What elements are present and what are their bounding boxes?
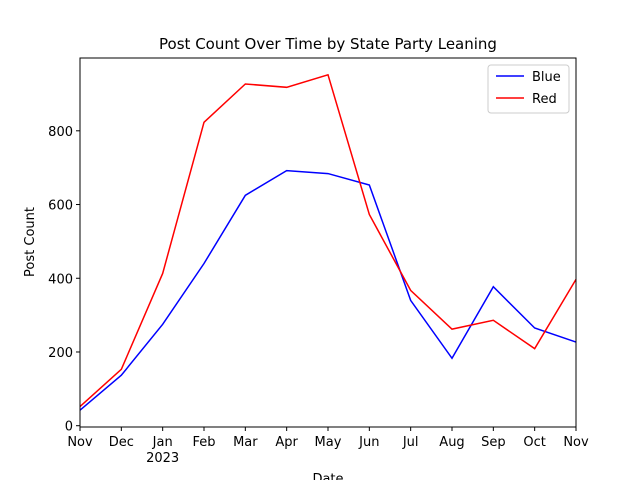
x-tick-label: Sep — [481, 435, 506, 450]
legend-label: Blue — [532, 70, 561, 85]
x-tick-label: Dec — [109, 435, 134, 450]
x-axis-label: Date — [312, 472, 343, 480]
x-tick-label: Mar — [233, 435, 258, 450]
y-tick-label: 600 — [48, 199, 73, 214]
x-tick-label: Nov — [563, 435, 589, 450]
data-line — [79, 73, 577, 408]
y-axis-label: Post Count — [23, 207, 38, 277]
x-tick-label: Jul — [402, 435, 419, 450]
x-tick-label: Oct — [523, 435, 545, 450]
chart-title: Post Count Over Time by State Party Lean… — [159, 35, 497, 53]
plot-frame — [79, 57, 577, 428]
data-line — [79, 169, 577, 411]
y-tick-label: 800 — [48, 125, 73, 140]
x-tick-label: Aug — [439, 435, 464, 450]
x-tick-label: Apr — [275, 435, 298, 450]
legend-label: Red — [532, 92, 557, 107]
y-tick-label: 400 — [48, 272, 73, 287]
y-tick-label: 0 — [65, 420, 73, 435]
x-tick-label: Feb — [192, 435, 215, 450]
x-tick-label: Jun — [358, 435, 379, 450]
x-tick-label: May — [315, 435, 342, 450]
legend: Blue Red — [487, 64, 570, 114]
x-tick-label: Jan 2023 — [146, 435, 179, 466]
y-tick-label: 200 — [48, 346, 73, 361]
legend-box — [487, 64, 570, 114]
x-tick-label: Nov — [67, 435, 93, 450]
